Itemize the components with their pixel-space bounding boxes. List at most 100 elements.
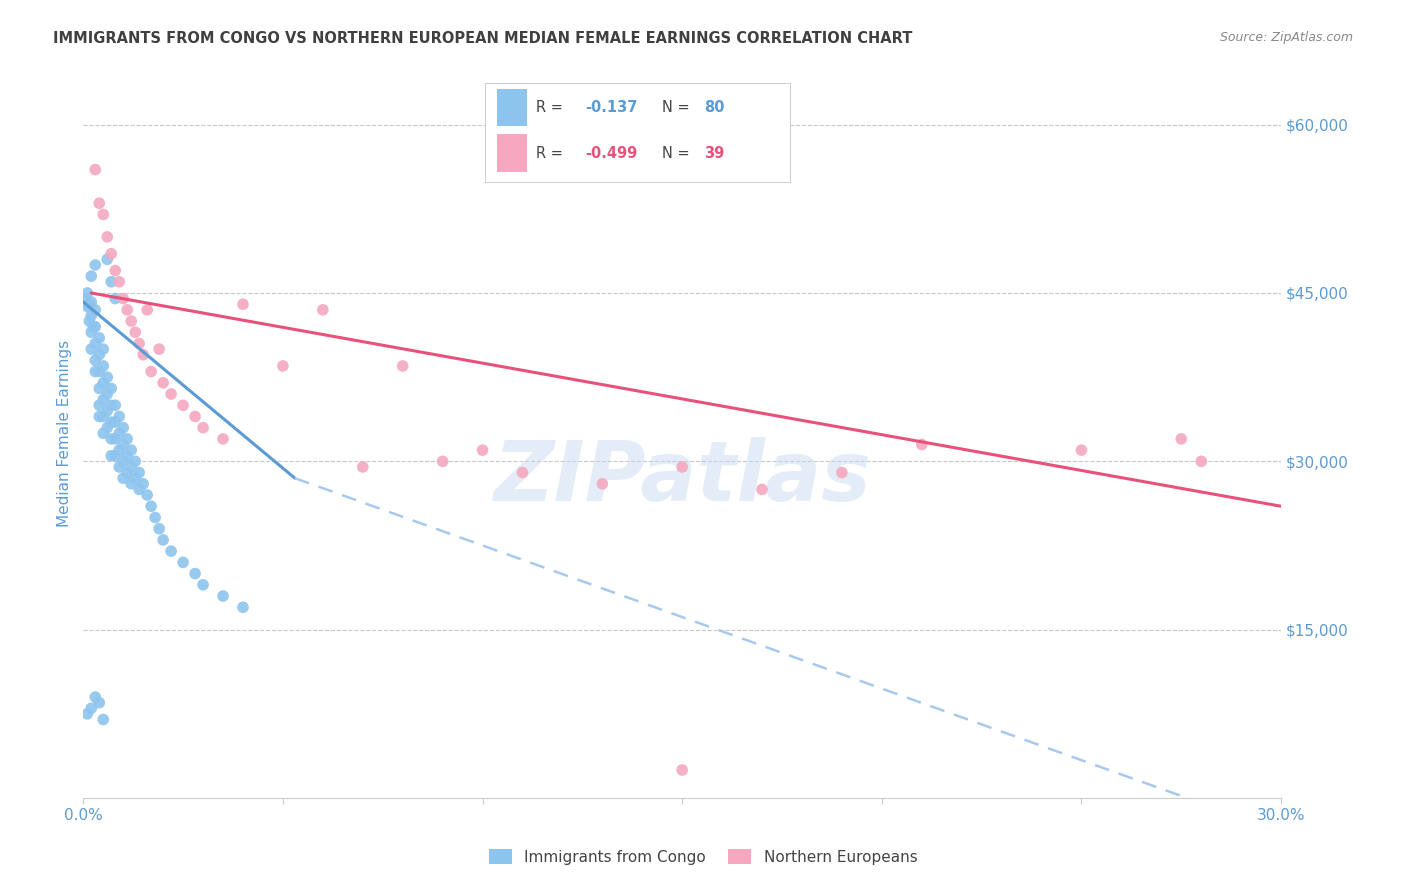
Point [91, 342, 114, 356]
Point [160, 544, 183, 558]
Point [89, 348, 111, 362]
Point [471, 443, 494, 458]
Point [148, 342, 170, 356]
Point [91, 426, 114, 441]
Point [91, 359, 114, 373]
Point [143, 510, 166, 524]
Point [96, 370, 118, 384]
Point [115, 449, 138, 463]
Point [141, 500, 163, 514]
Point [89, 381, 111, 395]
Point [84, 353, 107, 368]
Point [112, 292, 135, 306]
Point [100, 275, 122, 289]
Point [1070, 443, 1092, 458]
Point [212, 589, 235, 603]
Point [591, 476, 613, 491]
Point [148, 522, 170, 536]
Point [84, 690, 107, 704]
Point [91, 409, 114, 424]
Point [100, 432, 122, 446]
Point [191, 420, 214, 434]
Text: Source: ZipAtlas.com: Source: ZipAtlas.com [1219, 31, 1353, 45]
Point [132, 476, 155, 491]
Point [120, 314, 142, 328]
Point [84, 336, 107, 351]
Point [232, 297, 254, 311]
Point [120, 476, 142, 491]
Point [108, 443, 131, 458]
Point [1189, 454, 1212, 468]
Point [112, 437, 135, 451]
Point [84, 319, 107, 334]
Point [124, 326, 146, 340]
Point [91, 376, 114, 390]
Point [671, 460, 693, 475]
Point [108, 460, 131, 475]
Point [89, 331, 111, 345]
Point [141, 365, 163, 379]
Point [128, 336, 150, 351]
Point [115, 466, 138, 480]
Point [75, 292, 97, 306]
Point [312, 302, 335, 317]
Point [91, 207, 114, 221]
Point [831, 466, 853, 480]
Legend: Immigrants from Congo, Northern Europeans: Immigrants from Congo, Northern European… [482, 843, 924, 871]
Point [120, 443, 142, 458]
Point [115, 302, 138, 317]
Point [89, 696, 111, 710]
Point [76, 706, 98, 721]
Point [80, 326, 103, 340]
Point [96, 252, 118, 267]
Point [132, 348, 155, 362]
Point [96, 387, 118, 401]
Point [512, 466, 534, 480]
Point [112, 420, 135, 434]
Point [160, 387, 183, 401]
Point [391, 359, 413, 373]
Point [115, 432, 138, 446]
Point [100, 398, 122, 412]
Point [136, 488, 159, 502]
Point [100, 449, 122, 463]
Point [108, 426, 131, 441]
Point [89, 196, 111, 211]
Point [152, 533, 174, 547]
Point [352, 460, 374, 475]
Point [152, 376, 174, 390]
Point [184, 409, 207, 424]
Point [89, 409, 111, 424]
Point [172, 555, 194, 569]
Y-axis label: Median Female Earnings: Median Female Earnings [58, 340, 72, 527]
Point [104, 449, 127, 463]
Point [84, 365, 107, 379]
Point [191, 578, 214, 592]
Point [100, 381, 122, 395]
Point [96, 420, 118, 434]
Point [124, 471, 146, 485]
Point [112, 454, 135, 468]
Point [76, 285, 98, 300]
Point [80, 342, 103, 356]
Point [96, 230, 118, 244]
Point [80, 295, 103, 310]
Point [84, 302, 107, 317]
Point [104, 432, 127, 446]
Point [77, 314, 100, 328]
Point [271, 359, 294, 373]
Point [104, 263, 127, 277]
Point [108, 409, 131, 424]
Point [128, 466, 150, 480]
Point [80, 701, 103, 715]
Point [212, 432, 235, 446]
Point [77, 297, 100, 311]
Point [124, 454, 146, 468]
Point [104, 415, 127, 429]
Point [91, 392, 114, 407]
Point [108, 275, 131, 289]
Point [80, 309, 103, 323]
Point [671, 763, 693, 777]
Point [89, 398, 111, 412]
Point [184, 566, 207, 581]
